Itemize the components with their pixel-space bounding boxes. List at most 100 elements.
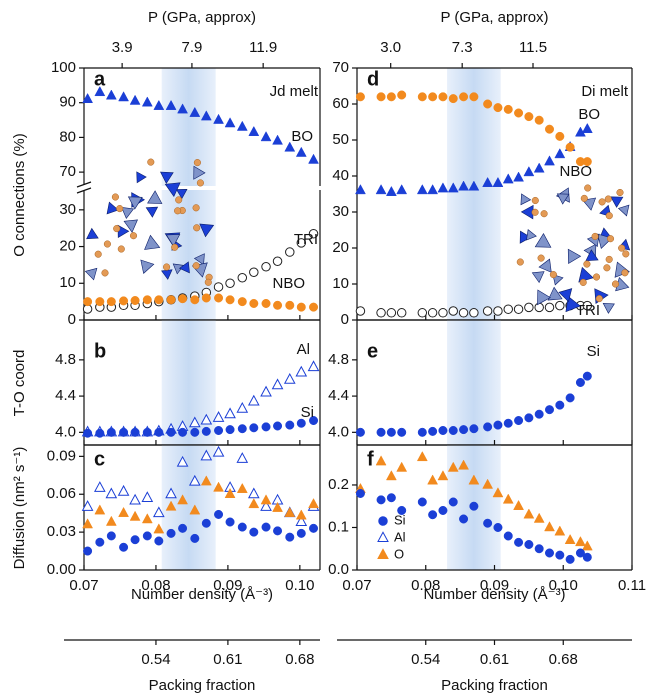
data-point xyxy=(94,504,106,515)
data-point xyxy=(237,424,247,434)
y-tick-label: 0.2 xyxy=(328,476,349,493)
y-tick-label: 0.09 xyxy=(47,447,76,464)
data-point xyxy=(296,302,306,312)
data-point xyxy=(524,539,534,549)
data-point xyxy=(533,512,545,523)
data-point xyxy=(142,427,152,437)
tetrahedron xyxy=(193,165,206,180)
atom xyxy=(163,263,171,271)
atom xyxy=(579,278,587,286)
data-point xyxy=(375,455,387,466)
tetrahedron xyxy=(617,204,630,217)
data-point xyxy=(296,418,306,428)
data-point xyxy=(224,487,236,498)
data-point xyxy=(225,517,235,527)
legend-label: Al xyxy=(394,529,406,544)
y-tick-label: 30 xyxy=(59,201,76,218)
data-point xyxy=(308,153,319,164)
tetrahedron xyxy=(84,267,98,281)
shaded-region xyxy=(161,68,216,186)
series-label: Si xyxy=(587,343,600,360)
data-point xyxy=(213,481,224,492)
atom xyxy=(584,184,592,192)
data-point xyxy=(106,531,116,541)
data-point xyxy=(397,90,407,100)
data-point xyxy=(176,455,189,467)
structure-inset xyxy=(84,158,215,286)
tetrahedron xyxy=(520,204,534,220)
break-gap xyxy=(78,185,90,191)
data-point xyxy=(224,117,236,128)
data-point xyxy=(575,378,585,387)
data-point xyxy=(534,115,544,125)
atom xyxy=(537,254,545,262)
data-point xyxy=(309,416,319,426)
top-tick-label: 11.5 xyxy=(519,39,547,56)
y-tick-label: 10 xyxy=(59,274,76,291)
data-point xyxy=(296,528,306,538)
data-point xyxy=(438,92,448,102)
data-point xyxy=(396,308,407,318)
data-point xyxy=(284,141,296,152)
data-point xyxy=(152,506,165,518)
data-point xyxy=(544,302,555,313)
data-point xyxy=(225,278,235,289)
data-point xyxy=(493,420,503,430)
data-point xyxy=(285,300,295,310)
y-tick-label: 40 xyxy=(332,167,349,184)
data-point xyxy=(129,510,141,521)
shaded-region xyxy=(447,68,501,320)
tetrahedron xyxy=(556,193,570,205)
packing-tick-label: 0.61 xyxy=(213,651,242,668)
data-point xyxy=(376,427,386,437)
tetrahedron xyxy=(121,207,135,219)
data-point xyxy=(555,131,565,141)
data-point xyxy=(355,306,366,316)
data-point xyxy=(190,427,200,437)
data-point xyxy=(386,308,397,318)
data-point xyxy=(458,459,469,470)
atom xyxy=(606,235,615,243)
data-point xyxy=(483,518,493,528)
atom xyxy=(622,250,630,258)
data-point xyxy=(224,407,236,419)
atom xyxy=(174,207,182,215)
data-point xyxy=(119,296,129,306)
data-point xyxy=(565,142,575,152)
atom xyxy=(611,280,620,288)
data-point xyxy=(178,427,188,437)
data-point xyxy=(295,365,308,377)
data-point xyxy=(534,544,544,554)
data-point xyxy=(82,518,94,529)
shaded-region xyxy=(447,320,501,445)
break-mark xyxy=(76,181,92,188)
data-point xyxy=(188,416,201,428)
x-tick-label: 0.10 xyxy=(285,577,314,594)
data-point xyxy=(469,424,479,434)
data-point xyxy=(142,295,152,305)
data-point xyxy=(582,371,592,381)
y-tick-label: 0.03 xyxy=(47,523,76,540)
data-point xyxy=(82,92,94,103)
data-point xyxy=(447,182,459,193)
data-point xyxy=(469,501,479,511)
top-axis-label: P (GPa, approx) xyxy=(440,9,548,26)
data-point xyxy=(513,171,524,182)
atom xyxy=(204,278,212,286)
data-point xyxy=(385,185,397,196)
tetrahedron xyxy=(537,289,551,306)
data-point xyxy=(200,110,212,121)
data-point xyxy=(141,491,154,503)
x-tick-label: 0.08 xyxy=(411,577,440,594)
data-point xyxy=(493,522,503,532)
data-point xyxy=(309,523,319,533)
data-point xyxy=(554,525,566,536)
y-tick-label: 4.4 xyxy=(328,387,349,404)
atom xyxy=(192,262,200,270)
x-tick-label: 0.09 xyxy=(480,577,509,594)
data-point xyxy=(154,427,164,437)
panel-letter: e xyxy=(367,340,378,362)
data-point xyxy=(376,495,386,505)
data-point xyxy=(555,400,565,410)
data-point xyxy=(273,526,283,536)
